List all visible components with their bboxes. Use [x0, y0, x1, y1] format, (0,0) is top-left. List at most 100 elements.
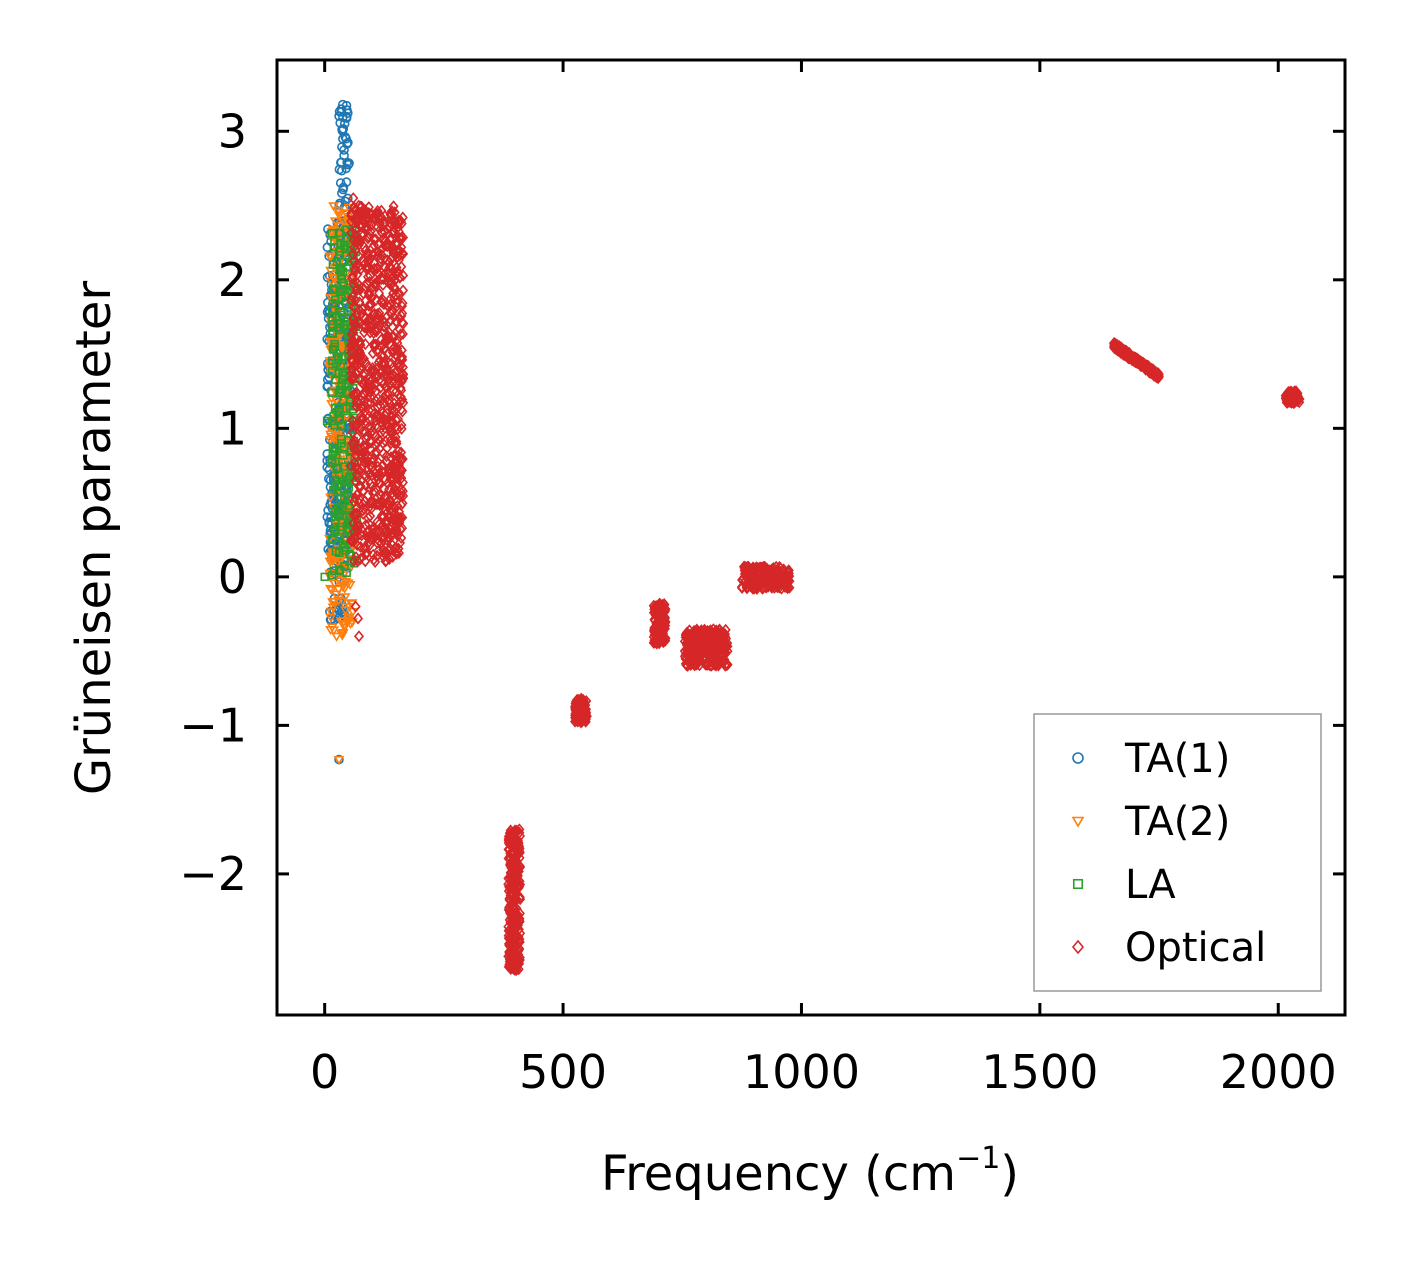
data-point	[360, 555, 371, 568]
data-point	[353, 612, 364, 625]
data-point	[762, 562, 773, 576]
data-point	[372, 527, 383, 540]
legend-label-ta2: TA(2)	[1124, 799, 1230, 845]
data-point	[396, 299, 408, 313]
data-point	[365, 312, 376, 325]
data-point	[341, 412, 353, 422]
data-point	[660, 604, 671, 618]
data-point	[339, 477, 348, 486]
y-tick-label: 0	[218, 550, 247, 604]
data-point	[328, 597, 340, 608]
data-point	[345, 280, 354, 290]
data-point	[370, 280, 381, 293]
data-point	[327, 305, 337, 314]
data-point	[385, 424, 396, 437]
data-point	[510, 841, 521, 854]
data-point	[1126, 353, 1138, 366]
data-point	[390, 546, 401, 559]
data-point	[331, 375, 340, 385]
data-point	[361, 380, 372, 393]
data-point	[354, 443, 365, 456]
data-point	[370, 219, 381, 232]
data-point	[510, 850, 521, 863]
data-point	[514, 953, 525, 967]
data-point	[509, 911, 520, 925]
data-point	[353, 249, 364, 262]
data-point	[343, 193, 353, 204]
legend: TA(1) TA(2) LA Optical	[1033, 713, 1322, 992]
data-point	[371, 385, 382, 398]
data-point	[759, 565, 770, 578]
data-point	[337, 263, 346, 272]
legend-marker	[1071, 816, 1085, 828]
data-point	[328, 260, 338, 269]
data-point	[341, 317, 351, 326]
data-point	[384, 462, 395, 475]
data-point	[378, 273, 389, 286]
data-point	[335, 522, 345, 532]
data-point	[348, 369, 359, 382]
data-point	[391, 315, 402, 328]
data-point	[347, 355, 358, 369]
data-point	[1144, 363, 1156, 376]
data-point	[341, 133, 351, 144]
data-point	[739, 560, 750, 573]
data-point	[1291, 394, 1302, 407]
series-optical	[346, 192, 1305, 977]
data-point	[336, 342, 347, 353]
data-point	[355, 422, 366, 435]
data-point	[329, 579, 341, 589]
data-point	[652, 629, 663, 642]
data-point	[384, 377, 395, 390]
data-point	[341, 177, 352, 187]
data-point	[370, 439, 381, 452]
data-point	[391, 509, 402, 522]
data-point	[394, 245, 405, 258]
data-point	[377, 227, 388, 240]
data-point	[383, 366, 394, 379]
legend-label-ta1: TA(1)	[1124, 736, 1230, 782]
data-point	[576, 693, 588, 706]
data-point	[338, 124, 349, 134]
data-point	[360, 415, 371, 428]
data-point	[348, 192, 359, 205]
data-point	[365, 427, 376, 440]
data-point	[356, 307, 367, 321]
data-point	[339, 150, 349, 161]
data-point	[339, 257, 348, 267]
data-point	[392, 529, 403, 542]
data-point	[377, 509, 388, 522]
data-point	[351, 284, 362, 297]
data-point	[572, 698, 583, 712]
data-point	[360, 319, 371, 332]
data-point	[335, 565, 344, 575]
data-point	[1109, 339, 1120, 352]
data-point	[375, 426, 386, 439]
data-point	[373, 246, 384, 259]
data-point	[362, 277, 373, 290]
data-point	[389, 489, 400, 502]
data-point	[353, 630, 365, 643]
data-point	[397, 476, 408, 489]
data-point	[348, 508, 359, 521]
data-point	[367, 487, 378, 500]
data-point	[377, 497, 388, 510]
data-point	[341, 163, 351, 174]
data-point	[374, 467, 385, 480]
data-point	[381, 336, 392, 349]
data-point	[342, 139, 352, 149]
data-point	[366, 291, 378, 304]
data-point	[391, 385, 402, 398]
data-point	[384, 261, 395, 274]
data-point	[377, 296, 388, 309]
data-point	[514, 943, 525, 956]
legend-marker	[1071, 939, 1085, 955]
data-point	[335, 617, 347, 627]
data-point	[367, 361, 378, 375]
data-point	[358, 287, 369, 300]
data-point	[649, 626, 660, 639]
data-point	[371, 445, 382, 458]
data-point	[327, 535, 337, 545]
data-point	[346, 340, 357, 353]
data-point	[354, 279, 365, 292]
